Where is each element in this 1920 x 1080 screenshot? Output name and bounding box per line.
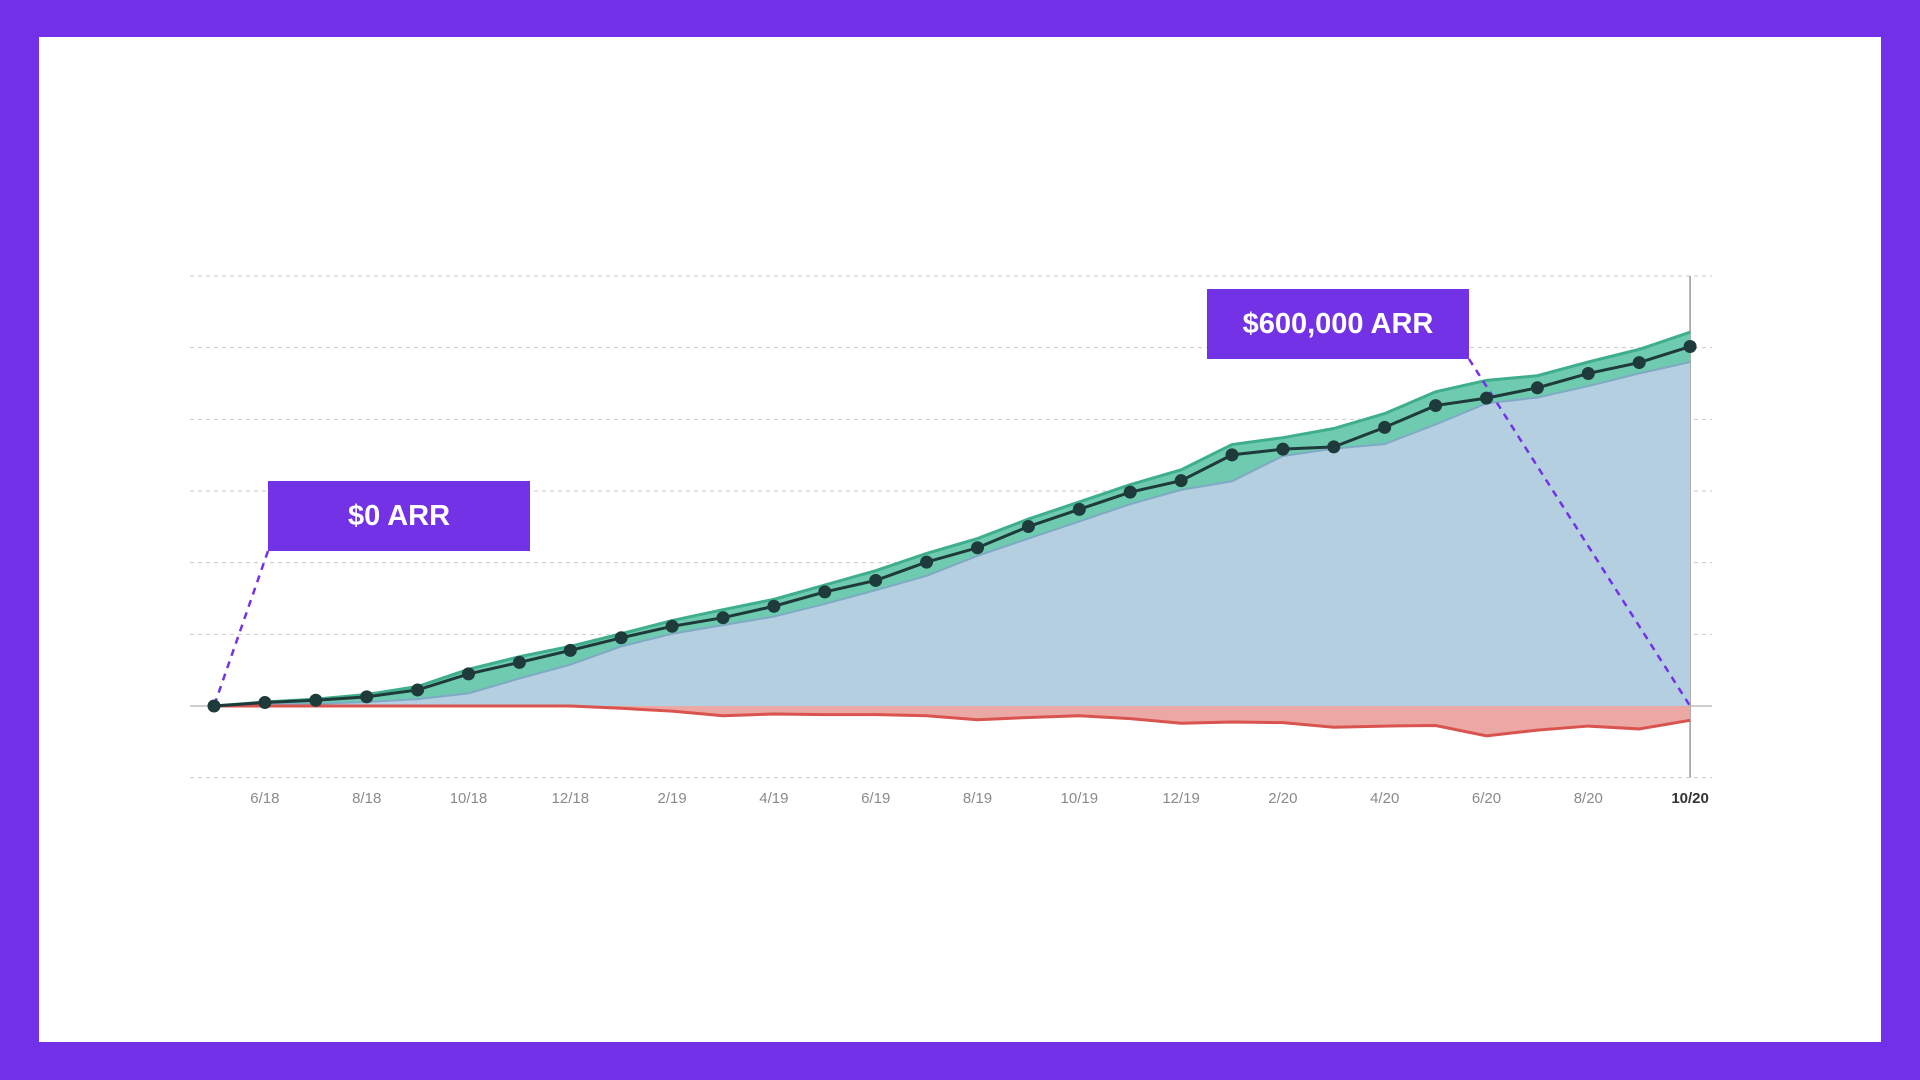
x-tick-label: 8/19 bbox=[963, 790, 992, 807]
total-arr-point bbox=[971, 541, 984, 555]
total-arr-point bbox=[1480, 391, 1493, 405]
total-arr-point bbox=[1072, 502, 1086, 516]
total-arr-point bbox=[665, 619, 679, 633]
churn-area bbox=[214, 706, 1691, 736]
total-arr-point bbox=[1429, 399, 1443, 413]
end-callout-connector bbox=[1467, 358, 1692, 707]
x-tick-label: 6/18 bbox=[250, 790, 279, 807]
existing-arr-edge bbox=[213, 361, 1691, 707]
total-arr-point bbox=[767, 599, 781, 613]
x-tick-label: 12/19 bbox=[1162, 790, 1200, 807]
churn-edge bbox=[214, 704, 1691, 738]
total-arr-point bbox=[1327, 440, 1341, 454]
total-arr-point bbox=[1378, 420, 1392, 434]
total-arr-point bbox=[1530, 381, 1544, 395]
x-tick-label: 8/20 bbox=[1574, 790, 1603, 807]
x-tick-label: 2/19 bbox=[657, 790, 686, 807]
x-tick-label: 4/20 bbox=[1370, 790, 1399, 807]
total-arr-point bbox=[411, 683, 425, 697]
slide-canvas: 6/18 8/18 10/18 12/18 2/19 4/19 6/19 8/19 10/19 1… bbox=[39, 37, 1881, 1042]
total-arr-point bbox=[207, 699, 221, 713]
x-tick-label: 8/18 bbox=[352, 790, 381, 807]
total-arr-point bbox=[512, 655, 526, 669]
total-arr-point bbox=[1632, 356, 1646, 370]
x-tick-label: 4/19 bbox=[759, 790, 788, 807]
area-series bbox=[213, 330, 1691, 738]
total-arr-point bbox=[614, 631, 628, 645]
total-line-series bbox=[207, 340, 1697, 713]
total-arr-point bbox=[1174, 474, 1188, 488]
x-axis-ticks: 6/18 8/18 10/18 12/18 2/19 4/19 6/19 8/19 10/19 1… bbox=[250, 790, 1709, 807]
callout-connectors bbox=[212, 358, 1692, 707]
total-arr-point bbox=[920, 555, 934, 569]
total-arr-point bbox=[716, 611, 730, 625]
start-arr-label: $0 ARR bbox=[347, 499, 451, 532]
x-tick-label: 10/20 bbox=[1671, 790, 1709, 807]
total-arr-point bbox=[1123, 485, 1137, 499]
total-arr-point bbox=[1581, 366, 1595, 380]
total-arr-point bbox=[1683, 340, 1697, 354]
x-tick-label: 6/19 bbox=[861, 790, 890, 807]
total-arr-point bbox=[462, 667, 475, 681]
arr-growth-chart: 6/18 8/18 10/18 12/18 2/19 4/19 6/19 8/19 10/19 1… bbox=[190, 275, 1712, 807]
total-arr-point bbox=[309, 693, 323, 707]
x-tick-label: 10/18 bbox=[450, 790, 488, 807]
start-callout-connector bbox=[212, 550, 270, 707]
end-arr-label: $600,000 ARR bbox=[1242, 307, 1434, 340]
total-arr-point bbox=[818, 585, 832, 599]
total-arr-point bbox=[1276, 442, 1290, 456]
total-arr-point bbox=[360, 690, 374, 704]
x-tick-label: 10/19 bbox=[1061, 790, 1099, 807]
existing-arr-area bbox=[214, 362, 1691, 706]
total-arr-line bbox=[213, 345, 1691, 708]
total-arr-point bbox=[563, 643, 577, 657]
end-arr-callout: $600,000 ARR bbox=[1207, 289, 1469, 359]
x-tick-label: 6/20 bbox=[1472, 790, 1501, 807]
x-tick-label: 2/20 bbox=[1268, 790, 1297, 807]
x-tick-label: 12/18 bbox=[552, 790, 590, 807]
start-arr-callout: $0 ARR bbox=[268, 481, 530, 551]
total-arr-point bbox=[869, 573, 883, 587]
new-arr-edge bbox=[213, 330, 1691, 708]
total-arr-point bbox=[1225, 448, 1239, 462]
total-arr-point bbox=[1021, 520, 1035, 534]
total-arr-point bbox=[258, 696, 272, 710]
